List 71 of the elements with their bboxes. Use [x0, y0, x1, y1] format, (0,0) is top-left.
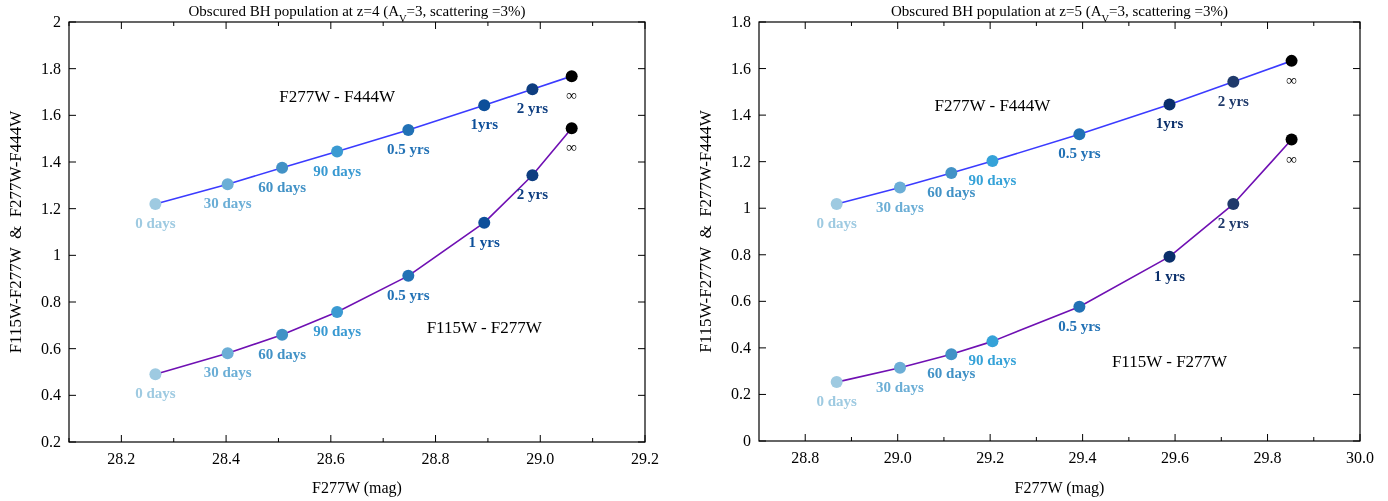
y-tick-label: 1.8: [41, 59, 61, 77]
y-tick-label: 1.2: [41, 199, 61, 217]
x-axis-title: F277W (mag): [312, 479, 402, 497]
y-tick-label: 0.6: [731, 292, 751, 310]
x-tick-label: 29.2: [631, 450, 659, 467]
annotation: 2 yrs: [1217, 92, 1250, 109]
y-axis-title: F115W-F277W & F277W-F444W: [6, 109, 25, 354]
y-tick-label: 1.6: [41, 106, 61, 124]
series-label: F277W - F444W: [279, 86, 396, 106]
x-tick-label: 28.6: [316, 450, 345, 467]
y-tick-label: 0.2: [41, 433, 61, 450]
x-tick-label: 29.8: [1253, 449, 1282, 466]
x-tick-label: 29.4: [1068, 449, 1097, 466]
annotation: 60 days: [258, 345, 307, 362]
y-tick-label: 0.8: [731, 245, 751, 263]
x-tick-label: 29.6: [1161, 449, 1190, 466]
x-tick-label: 28.8: [421, 450, 450, 467]
annotation: 90 days: [313, 323, 362, 340]
annotation: 0 days: [135, 385, 176, 402]
annotation: 30 days: [876, 198, 925, 215]
x-tick-label: 29.0: [883, 449, 912, 466]
y-tick-label: 1.6: [731, 59, 751, 77]
y-tick-label: 0: [743, 432, 751, 449]
annotation: ∞: [1286, 150, 1298, 167]
annotation: 2 yrs: [516, 186, 549, 203]
y-tick-label: 0.2: [731, 385, 751, 403]
x-axis-title: F277W (mag): [1014, 479, 1105, 497]
annotation: 30 days: [876, 378, 925, 395]
annotation: 2 yrs: [1217, 215, 1250, 232]
x-tick-label: 30.0: [1346, 449, 1374, 466]
x-tick-label: 28.8: [791, 449, 820, 466]
annotation: 2 yrs: [516, 100, 549, 117]
annotation: 0.5 yrs: [1058, 145, 1101, 162]
annotation: 0.5 yrs: [387, 141, 430, 158]
annotation: 60 days: [258, 178, 307, 195]
annotation: 30 days: [203, 195, 252, 212]
annotation: ∞: [1286, 71, 1298, 88]
annotation: 1yrs: [1155, 115, 1184, 132]
annotation: ∞: [566, 87, 578, 104]
x-tick-label: 28.4: [212, 450, 241, 467]
text: F115W - F277W: [426, 317, 543, 337]
chart-title: Obscured BH population at z=4 (A$_{V}$=3, scattering =3%): [188, 3, 526, 24]
y-tick-label: 1.2: [731, 152, 751, 170]
y-tick-label: 0.8: [41, 293, 61, 310]
x-tick-label: 29.0: [526, 450, 555, 467]
x-tick-label: 29.2: [976, 449, 1005, 466]
y-tick-label: 0.4: [41, 386, 61, 404]
y-tick-label: 1.4: [41, 153, 61, 170]
annotation: 0 days: [816, 215, 858, 232]
annotation: 90 days: [313, 162, 362, 179]
annotation: 1yrs: [470, 116, 499, 133]
annotation: 1 yrs: [468, 233, 501, 250]
annotation: ∞: [566, 139, 578, 156]
text: F115W - F277W: [1111, 351, 1229, 371]
annotation: 0.5 yrs: [1058, 317, 1101, 334]
y-tick-label: 0.4: [731, 338, 751, 356]
y-axis-title: F115W-F277W & F277W-F444W: [696, 109, 715, 353]
x-tick-label: 28.2: [107, 450, 136, 467]
annotation: 30 days: [203, 364, 252, 381]
series-label: F277W - F444W: [934, 95, 1052, 115]
annotation: 0 days: [816, 393, 858, 410]
y-tick-label: 2: [53, 13, 61, 30]
chart-title: Obscured BH population at z=5 (A$_{V}$=3, scattering =3%): [890, 3, 1229, 24]
y-tick-label: 0.6: [41, 339, 61, 357]
y-tick-label: 1: [743, 199, 751, 217]
y-tick-label: 1.4: [731, 106, 751, 124]
annotation: 1 yrs: [1153, 267, 1186, 284]
y-tick-label: 1.8: [731, 13, 751, 30]
annotation: 0.5 yrs: [387, 286, 430, 303]
annotation: 0 days: [135, 215, 176, 231]
y-tick-label: 1: [53, 246, 61, 264]
